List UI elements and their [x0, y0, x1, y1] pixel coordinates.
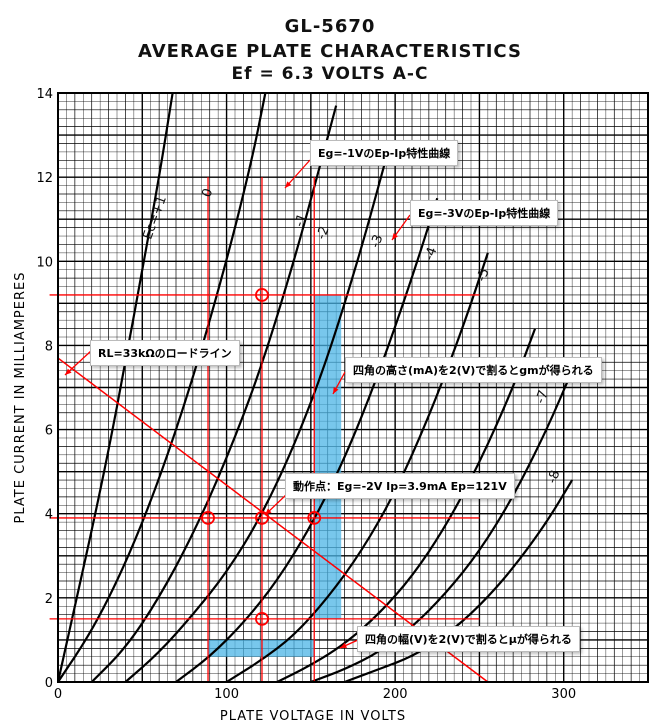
- gm-rectangle: [314, 294, 342, 619]
- mu-rectangle: [208, 639, 315, 657]
- curve-label: -2: [314, 224, 333, 241]
- intersection-marker: [255, 611, 269, 626]
- curve-label: -1: [292, 212, 311, 229]
- y-axis-label: PLATE CURRENT IN MILLIAMPERES: [13, 272, 28, 524]
- plate-curve-0: [56, 92, 174, 683]
- callout-arrowhead: [333, 387, 339, 394]
- y-tick-label: 4: [45, 508, 53, 523]
- annotation-mu: 四角の幅(V)を2(V)で割るとμが得られる: [357, 626, 580, 652]
- x-tick-label: 200: [383, 687, 408, 702]
- intersection-marker: [307, 511, 322, 525]
- y-tick-label: 0: [45, 676, 53, 691]
- callout-arrowhead: [392, 233, 398, 240]
- chart-title-filament: Ef = 6.3 VOLTS A-C: [231, 64, 429, 84]
- y-tick-label: 2: [45, 592, 53, 607]
- plate-curve-5: [225, 252, 489, 683]
- y-tick-label: 8: [45, 339, 53, 354]
- x-tick-label: 100: [214, 687, 239, 702]
- annotation-load-line: RL=33kΩのロードライン: [90, 340, 240, 366]
- y-tick-label: 14: [36, 87, 53, 102]
- curve-label: -4: [422, 245, 441, 262]
- intersection-marker: [255, 288, 269, 302]
- annotation-eg-minus3: Eg=-3VのEp-Ip特性曲線: [410, 200, 559, 226]
- intersection-marker: [255, 511, 269, 525]
- chart-title-model: GL-5670: [284, 16, 376, 37]
- plate-curve-3: [124, 155, 388, 683]
- callout-arrowhead: [340, 642, 347, 648]
- x-axis-label: PLATE VOLTAGE IN VOLTS: [220, 709, 406, 724]
- callout-arrowhead: [65, 368, 72, 375]
- curve-label: -7: [533, 388, 552, 405]
- x-tick-label: 300: [551, 687, 576, 702]
- callout-arrowhead: [265, 508, 272, 515]
- plate-curve-6: [276, 328, 537, 683]
- y-tick-label: 6: [45, 424, 53, 439]
- curve-label: Ec=+1: [140, 194, 170, 242]
- curve-label: -8: [545, 468, 564, 485]
- callout-arrowhead: [285, 181, 292, 188]
- annotation-operating-point: 動作点：Eg=-2V Ip=3.9mA Ep=121V: [285, 473, 515, 499]
- annotation-gm: 四角の高さ(mA)を2(V)で割るとgmが得られる: [345, 357, 602, 383]
- chart-title-main: AVERAGE PLATE CHARACTERISTICS: [138, 41, 522, 62]
- curve-label: -5: [474, 266, 493, 283]
- curve-label: -3: [368, 233, 387, 250]
- plate-curve-7: [310, 370, 574, 684]
- y-tick-label: 10: [36, 255, 53, 270]
- plot-frame: [57, 92, 649, 683]
- plate-curve-4: [175, 197, 439, 683]
- intersection-marker: [201, 511, 215, 525]
- plate-curve-2: [90, 105, 338, 683]
- plate-curve-1: [57, 92, 267, 683]
- y-tick-label: 12: [36, 171, 53, 186]
- x-tick-label: 0: [54, 687, 62, 702]
- annotation-eg-minus1: Eg=-1VのEp-Ip特性曲線: [310, 140, 459, 166]
